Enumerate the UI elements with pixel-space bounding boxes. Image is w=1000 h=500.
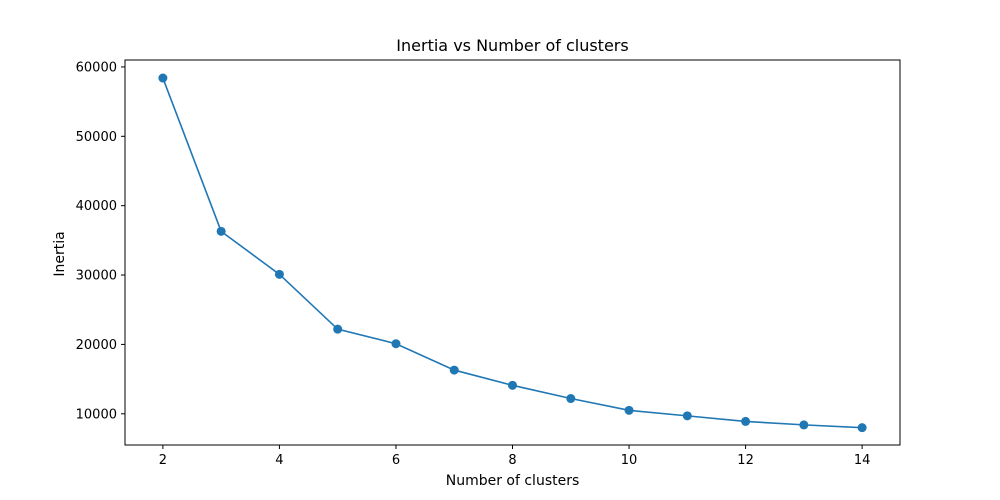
x-tick-label: 12	[737, 453, 754, 468]
data-point	[158, 73, 168, 83]
data-point	[624, 405, 634, 415]
data-point	[508, 380, 517, 390]
data-point	[216, 226, 226, 236]
data-point	[741, 416, 751, 426]
data-point	[566, 394, 576, 404]
y-axis-label: Inertia	[52, 231, 68, 276]
data-point	[274, 269, 284, 279]
x-tick-label: 14	[854, 453, 871, 468]
x-tick-label: 4	[275, 453, 283, 468]
data-point	[799, 420, 809, 430]
data-point	[449, 365, 459, 375]
x-axis-label: Number of clusters	[446, 473, 580, 489]
y-tick-label: 40000	[76, 199, 117, 214]
x-tick-label: 8	[508, 453, 516, 468]
x-tick-label: 2	[159, 453, 167, 468]
data-point	[682, 411, 692, 421]
y-tick-label: 10000	[76, 407, 117, 422]
y-tick-label: 30000	[76, 269, 117, 284]
data-point	[333, 324, 343, 334]
data-point	[391, 339, 401, 349]
y-tick-label: 50000	[76, 130, 117, 145]
y-tick-label: 20000	[76, 338, 117, 353]
x-tick-label: 6	[392, 453, 400, 468]
series-line	[162, 77, 863, 429]
x-tick-label: 10	[621, 453, 638, 468]
data-point	[857, 423, 867, 433]
chart-title: Inertia vs Number of clusters	[396, 36, 628, 55]
y-tick-label: 60000	[76, 60, 117, 75]
plot-area: 2 4 6 8 10 12 14 10000 20000 30000 40000 50000 60000	[76, 59, 901, 468]
